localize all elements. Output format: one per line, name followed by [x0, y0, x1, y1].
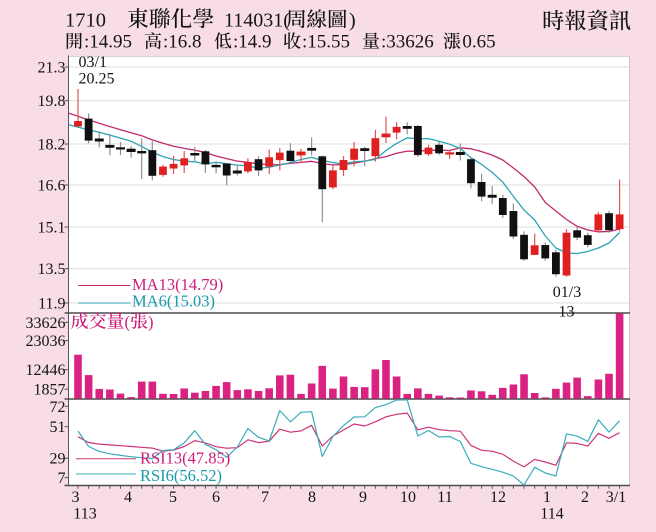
svg-text:7: 7 [58, 470, 66, 487]
svg-text:72: 72 [50, 399, 66, 416]
svg-text:114031(: 114031( [224, 10, 290, 32]
svg-text:0.65: 0.65 [462, 32, 495, 53]
svg-text:11: 11 [437, 489, 452, 506]
svg-text:03/1: 03/1 [79, 54, 107, 71]
svg-text:9: 9 [359, 489, 367, 506]
svg-text:51: 51 [50, 419, 66, 436]
svg-text:RSI6(56.52): RSI6(56.52) [140, 466, 222, 485]
svg-text:(: ( [125, 313, 131, 332]
svg-text:113: 113 [73, 506, 96, 523]
svg-text::33626: :33626 [381, 32, 434, 53]
svg-text:19.8: 19.8 [38, 93, 66, 110]
svg-text:3: 3 [72, 489, 80, 506]
svg-text:MA6(15.03): MA6(15.03) [132, 292, 215, 311]
svg-text:21.3: 21.3 [38, 60, 66, 77]
svg-text::14.95: :14.95 [84, 32, 132, 53]
svg-text:): ) [148, 313, 154, 332]
svg-text::16.8: :16.8 [163, 32, 202, 53]
svg-text:6: 6 [212, 489, 220, 506]
svg-text:18.2: 18.2 [38, 137, 66, 154]
svg-text:3/1: 3/1 [606, 489, 626, 506]
svg-text:16.6: 16.6 [38, 178, 66, 195]
svg-text:114: 114 [540, 506, 563, 523]
svg-text:13.5: 13.5 [38, 261, 66, 278]
svg-text:7: 7 [261, 489, 269, 506]
svg-text:11.9: 11.9 [38, 296, 65, 313]
svg-text:4: 4 [124, 489, 132, 506]
svg-text:2: 2 [581, 489, 589, 506]
svg-text:29: 29 [50, 451, 66, 468]
svg-text:20.25: 20.25 [79, 71, 115, 88]
svg-text:): ) [349, 10, 356, 32]
svg-text:13: 13 [559, 304, 575, 321]
svg-text:1857: 1857 [34, 382, 66, 399]
svg-text:RSI13(47.85): RSI13(47.85) [140, 449, 230, 468]
svg-text:15.1: 15.1 [38, 220, 66, 237]
svg-text:12: 12 [490, 489, 506, 506]
svg-text::14.9: :14.9 [233, 32, 272, 53]
svg-text:MA13(14.79): MA13(14.79) [132, 275, 223, 294]
svg-text:5: 5 [169, 489, 177, 506]
svg-text:33626: 33626 [26, 315, 66, 332]
svg-text:01/3: 01/3 [553, 284, 581, 301]
svg-text::15.55: :15.55 [302, 32, 350, 53]
svg-text:10: 10 [400, 489, 416, 506]
svg-text:12446: 12446 [26, 362, 66, 379]
svg-text:1710: 1710 [65, 10, 106, 32]
svg-text:23036: 23036 [26, 333, 66, 350]
svg-text:8: 8 [308, 489, 316, 506]
svg-text:1: 1 [543, 489, 551, 506]
